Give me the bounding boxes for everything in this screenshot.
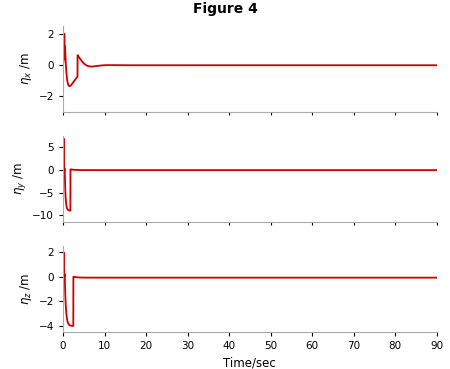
- Text: Figure 4: Figure 4: [193, 2, 257, 16]
- Y-axis label: $\eta_x$ /m: $\eta_x$ /m: [18, 52, 35, 85]
- Y-axis label: $\eta_z$ /m: $\eta_z$ /m: [18, 273, 35, 305]
- Y-axis label: $\eta_y$ /m: $\eta_y$ /m: [11, 162, 28, 196]
- X-axis label: Time/sec: Time/sec: [223, 357, 276, 369]
